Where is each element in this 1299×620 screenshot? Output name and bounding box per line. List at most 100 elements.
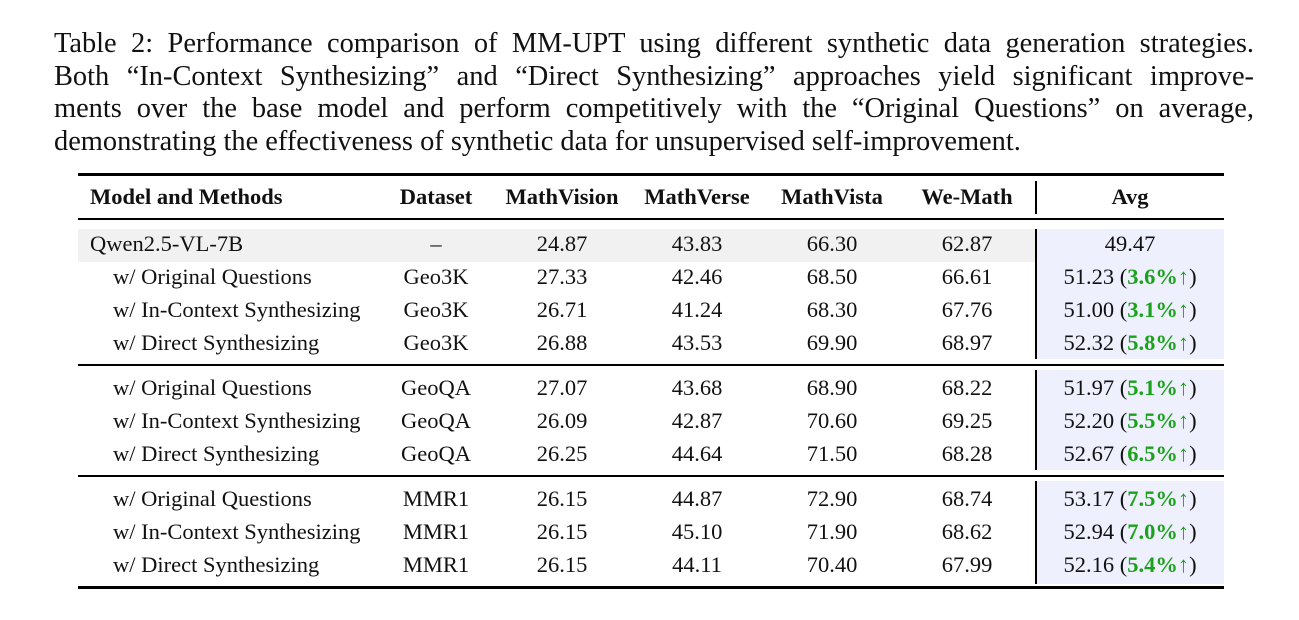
- avg-value: 53.17: [1063, 486, 1115, 511]
- avg-gain: 3.6%↑: [1127, 264, 1189, 289]
- cell-mathverse: 44.87: [671, 486, 723, 511]
- cell-method: w/ In-Context Synthesizing: [113, 408, 361, 433]
- group-separator: [78, 475, 1224, 477]
- cell-avg: 51.23 (3.6%↑): [1063, 264, 1197, 289]
- gain-value: 7.5%: [1127, 486, 1178, 511]
- cell-mathvista: 69.90: [806, 330, 858, 355]
- top-rule: [78, 173, 1224, 176]
- cell-dataset: MMR1: [402, 519, 470, 544]
- cell-method: w/ In-Context Synthesizing: [113, 519, 361, 544]
- cell-mathverse: 44.64: [671, 441, 723, 466]
- cell-mathvision: 26.88: [536, 330, 588, 355]
- caption-line: ments over the base model and perform co…: [54, 93, 1254, 124]
- cell-mathverse: 43.68: [671, 375, 723, 400]
- cell-mathvista: 72.90: [806, 486, 858, 511]
- base-row-shading: [78, 229, 1036, 262]
- table-caption: Table 2: Performance comparison of MM-UP…: [54, 28, 1254, 158]
- cell-dataset: Geo3K: [403, 297, 469, 322]
- cell-method: w/ Direct Synthesizing: [113, 330, 320, 355]
- cell-wemath: 68.62: [941, 519, 993, 544]
- avg-gain: 5.1%↑: [1127, 375, 1189, 400]
- cell-mathverse: 43.53: [671, 330, 723, 355]
- avg-gain: 5.5%↑: [1127, 408, 1189, 433]
- avg-column-shading: [1036, 481, 1224, 584]
- gain-value: 3.1%: [1127, 297, 1178, 322]
- cell-method: w/ Direct Synthesizing: [113, 552, 320, 577]
- avg-value: 52.16: [1063, 552, 1115, 577]
- base-mathvista: 66.30: [806, 231, 858, 256]
- base-dataset: –: [430, 231, 442, 256]
- cell-wemath: 66.61: [941, 264, 993, 289]
- cell-mathvista: 68.50: [806, 264, 858, 289]
- cell-avg: 52.67 (6.5%↑): [1063, 441, 1197, 466]
- header-mathvision: MathVision: [505, 184, 619, 209]
- cell-wemath: 67.76: [941, 297, 993, 322]
- avg-value: 52.32: [1063, 330, 1115, 355]
- cell-mathvision: 26.25: [536, 441, 588, 466]
- cell-mathvision: 26.71: [536, 297, 588, 322]
- avg-separator: [1035, 181, 1037, 214]
- up-arrow-icon: ↑: [1177, 264, 1190, 289]
- base-avg: 49.47: [1104, 231, 1156, 256]
- gain-value: 5.1%: [1127, 375, 1178, 400]
- cell-mathvision: 27.07: [536, 375, 588, 400]
- cell-mathverse: 44.11: [672, 552, 722, 577]
- cell-mathvision: 26.15: [536, 486, 588, 511]
- cell-avg: 52.32 (5.8%↑): [1063, 330, 1197, 355]
- up-arrow-icon: ↑: [1177, 519, 1190, 544]
- cell-mathvision: 27.33: [536, 264, 588, 289]
- avg-gain: 5.4%↑: [1127, 552, 1189, 577]
- cell-dataset: GeoQA: [401, 441, 471, 466]
- bottom-rule: [78, 586, 1224, 589]
- up-arrow-icon: ↑: [1177, 486, 1190, 511]
- avg-separator: [1035, 229, 1037, 359]
- group-separator: [78, 364, 1224, 366]
- cell-avg: 53.17 (7.5%↑): [1063, 486, 1197, 511]
- gain-value: 6.5%: [1127, 441, 1178, 466]
- cell-wemath: 68.28: [941, 441, 993, 466]
- up-arrow-icon: ↑: [1177, 552, 1190, 577]
- gain-value: 5.5%: [1127, 408, 1178, 433]
- up-arrow-icon: ↑: [1177, 297, 1190, 322]
- avg-gain: 6.5%↑: [1127, 441, 1189, 466]
- up-arrow-icon: ↑: [1177, 441, 1190, 466]
- avg-value: 52.20: [1063, 408, 1115, 433]
- gain-value: 5.8%: [1127, 330, 1178, 355]
- cell-method: w/ Original Questions: [113, 375, 312, 400]
- cell-mathvista: 70.40: [806, 552, 858, 577]
- caption-line: demonstrating the effectiveness of synth…: [54, 125, 1021, 157]
- cell-dataset: Geo3K: [403, 330, 469, 355]
- avg-column-shading: [1036, 370, 1224, 470]
- caption-line: Both “In-Context Synthesizing” and “Dire…: [54, 60, 1254, 92]
- cell-mathvision: 26.15: [536, 519, 588, 544]
- caption-line: Table 2: Performance comparison of MM-UP…: [54, 28, 1254, 59]
- cell-method: w/ Direct Synthesizing: [113, 441, 320, 466]
- cell-method: w/ Original Questions: [113, 264, 312, 289]
- header-mathverse: MathVerse: [644, 184, 750, 209]
- base-wemath: 62.87: [941, 231, 993, 256]
- cell-mathverse: 45.10: [671, 519, 723, 544]
- avg-separator: [1035, 481, 1037, 584]
- cell-wemath: 68.22: [941, 375, 993, 400]
- header-mathvista: MathVista: [781, 184, 883, 209]
- avg-value: 52.67: [1063, 441, 1115, 466]
- cell-avg: 51.00 (3.1%↑): [1063, 297, 1197, 322]
- cell-dataset: MMR1: [402, 552, 470, 577]
- cell-mathvista: 70.60: [806, 408, 858, 433]
- cell-mathvista: 71.50: [806, 441, 858, 466]
- avg-value: 52.94: [1063, 519, 1115, 544]
- cell-avg: 52.94 (7.0%↑): [1063, 519, 1197, 544]
- cell-dataset: Geo3K: [403, 264, 469, 289]
- header-rule: [78, 218, 1224, 220]
- cell-mathvista: 68.30: [806, 297, 858, 322]
- avg-value: 51.23: [1063, 264, 1115, 289]
- cell-wemath: 67.99: [941, 552, 993, 577]
- cell-dataset: MMR1: [402, 486, 470, 511]
- cell-avg: 52.16 (5.4%↑): [1063, 552, 1197, 577]
- header-model-methods: Model and Methods: [90, 184, 283, 209]
- base-mathvision: 24.87: [536, 231, 588, 256]
- header-wemath: We-Math: [921, 184, 1013, 209]
- cell-mathverse: 41.24: [671, 297, 723, 322]
- cell-mathverse: 42.46: [671, 264, 723, 289]
- base-method: Qwen2.5-VL-7B: [90, 231, 244, 256]
